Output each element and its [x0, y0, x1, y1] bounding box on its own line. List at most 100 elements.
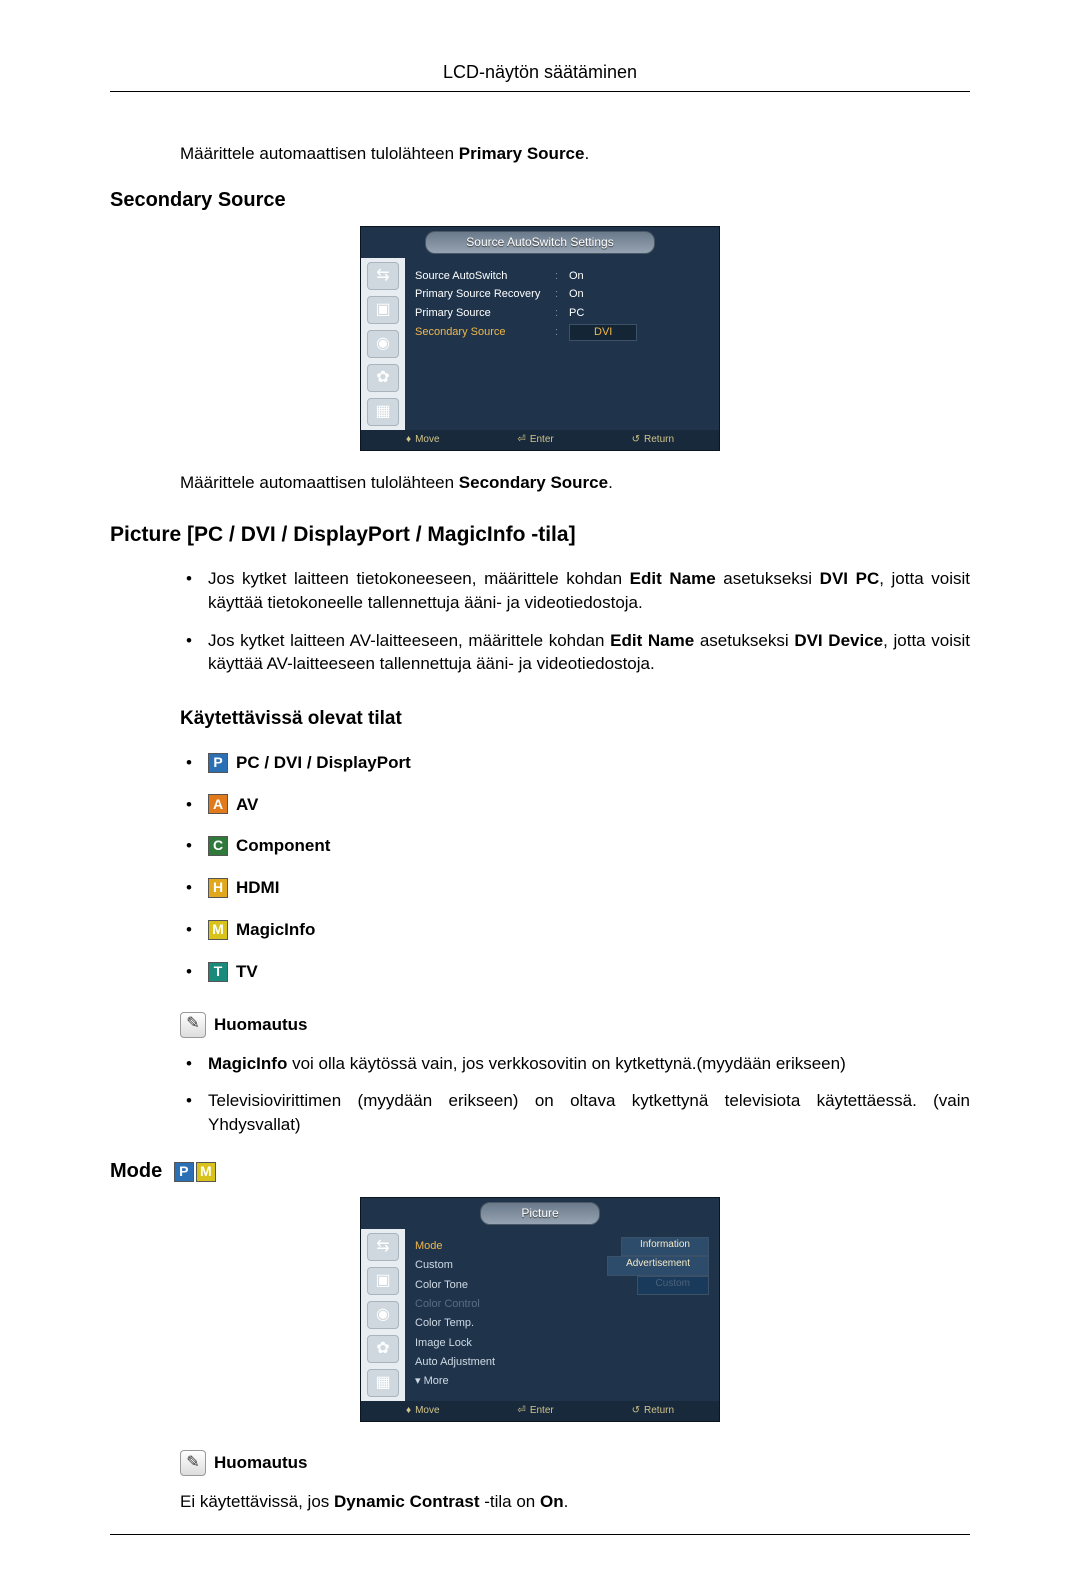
footer-enter: ⏎ Enter	[517, 433, 553, 447]
mode-label: PC / DVI / DisplayPort	[236, 751, 411, 775]
t: Dynamic Contrast	[334, 1492, 479, 1511]
footer-move: ♦ Move	[406, 1404, 440, 1418]
mode-label: MagicInfo	[236, 918, 315, 942]
osd-menu-row: Image Lock	[415, 1334, 709, 1353]
osd-footer: ♦ Move ⏎ Enter ↺ Return	[361, 1401, 719, 1421]
mode-label: HDMI	[236, 876, 279, 900]
osd-menu-row: Auto Adjustment	[415, 1353, 709, 1372]
t: Ei käytettävissä, jos	[180, 1492, 334, 1511]
ss-body-suffix: .	[608, 473, 613, 492]
osd-label: Secondary Source	[415, 325, 555, 340]
mode-item: H HDMI	[180, 876, 970, 900]
mode-icon-p: P	[174, 1162, 194, 1182]
sidebar-icon-setup: ✿	[367, 1335, 399, 1363]
note-item: Televisiovirittimen (myydään erikseen) o…	[180, 1089, 970, 1137]
t: -tila on	[480, 1492, 540, 1511]
osd-menu-label: Custom	[415, 1258, 453, 1273]
footer-enter-label: Enter	[530, 1404, 554, 1418]
sidebar-icon-multi: ▦	[367, 1369, 399, 1397]
footer-return: ↺ Return	[632, 433, 674, 447]
ss-body-bold: Secondary Source	[459, 473, 608, 492]
osd-menu-row: ▾ More	[415, 1372, 709, 1391]
mode-icon-c: C	[208, 836, 228, 856]
osd-menu-label: Color Temp.	[415, 1316, 474, 1331]
osd-menu-label: ▾ More	[415, 1374, 449, 1389]
t: DVI Device	[794, 631, 883, 650]
osd-label: Source AutoSwitch	[415, 269, 555, 284]
osd-title-bar: Source AutoSwitch Settings	[361, 227, 719, 258]
osd-picture-screenshot: Picture ⇆ ▣ ◉ ✿ ▦ ModeInformationCustomA…	[110, 1197, 970, 1422]
sidebar-icon-sound: ◉	[367, 330, 399, 358]
t: asetukseksi	[694, 631, 794, 650]
t: DVI PC	[820, 569, 880, 588]
footer-move-label: Move	[415, 1404, 439, 1418]
mode-heading: Mode PM	[110, 1157, 970, 1185]
mode-icon-t: T	[208, 962, 228, 982]
note-row: ✎ Huomautus	[180, 1012, 970, 1038]
osd-value: DVI	[569, 324, 709, 341]
picture-heading: Picture [PC / DVI / DisplayPort / MagicI…	[110, 520, 970, 549]
mode-heading-text: Mode	[110, 1160, 162, 1182]
footer-enter-label: Enter	[530, 433, 554, 447]
mode-icon-h: H	[208, 878, 228, 898]
sidebar-icon-multi: ▦	[367, 398, 399, 426]
osd-content: ModeInformationCustomAdvertisementColor …	[405, 1229, 719, 1401]
footer-return-label: Return	[644, 1404, 674, 1418]
top-rule	[110, 91, 970, 92]
intro-bold: Primary Source	[459, 144, 585, 163]
note-label: Huomautus	[214, 1013, 308, 1037]
osd-panel: Source AutoSwitch Settings ⇆ ▣ ◉ ✿ ▦ Sou…	[360, 226, 720, 451]
osd-menu-row: Custom Advertisement	[415, 1256, 709, 1275]
osd-panel: Picture ⇆ ▣ ◉ ✿ ▦ ModeInformationCustomA…	[360, 1197, 720, 1422]
mode-label: TV	[236, 960, 258, 984]
osd-row: Primary Source Recovery : On	[415, 287, 709, 302]
picture-bullets: Jos kytket laitteen tietokoneeseen, määr…	[180, 567, 970, 676]
mode-label: Component	[236, 834, 330, 858]
osd-row-selected: Secondary Source : DVI	[415, 324, 709, 341]
secondary-source-body: Määrittele automaattisen tulolähteen Sec…	[180, 471, 970, 495]
osd-title-bar: Picture	[361, 1198, 719, 1229]
osd-menu-value: Advertisement	[607, 1256, 709, 1275]
ss-body-prefix: Määrittele automaattisen tulolähteen	[180, 473, 459, 492]
osd-sep: :	[555, 325, 569, 340]
osd-sidebar: ⇆ ▣ ◉ ✿ ▦	[361, 1229, 405, 1401]
osd-menu-value: Custom	[637, 1276, 709, 1295]
t: Edit Name	[630, 569, 716, 588]
sidebar-icon-picture: ▣	[367, 296, 399, 324]
osd-title: Picture	[480, 1202, 599, 1225]
osd-sep: :	[555, 287, 569, 302]
footer-return-label: Return	[644, 433, 674, 447]
sidebar-icon-input: ⇆	[367, 1233, 399, 1261]
note-row: ✎ Huomautus	[180, 1450, 970, 1476]
mode-item: AAV	[180, 793, 970, 817]
note-icon: ✎	[180, 1450, 206, 1476]
t: Televisiovirittimen (myydään erikseen) o…	[208, 1091, 970, 1134]
t: Jos kytket laitteen AV-laitteeseen, määr…	[208, 631, 610, 650]
intro-prefix: Määrittele automaattisen tulolähteen	[180, 144, 459, 163]
t: Edit Name	[610, 631, 694, 650]
mode-icon-p: P	[208, 753, 228, 773]
note-icon: ✎	[180, 1012, 206, 1038]
intro-text: Määrittele automaattisen tulolähteen Pri…	[180, 142, 970, 166]
osd-value: On	[569, 269, 709, 284]
osd-menu-label: Mode	[415, 1239, 443, 1254]
osd-row: Primary Source : PC	[415, 306, 709, 321]
t: Jos kytket laitteen tietokoneeseen, määr…	[208, 569, 630, 588]
osd-menu-row: Color Tone Custom	[415, 1276, 709, 1295]
osd-menu-label: Color Tone	[415, 1278, 468, 1293]
mode-list: P PC / DVI / DisplayPort AAV C Component H HDM…	[180, 751, 970, 984]
osd-footer: ♦ Move ⏎ Enter ↺ Return	[361, 430, 719, 450]
t: voi olla käytössä vain, jos verkkosoviti…	[287, 1054, 845, 1073]
osd-value: On	[569, 287, 709, 302]
osd-value-box: DVI	[569, 324, 637, 341]
t: .	[564, 1492, 569, 1511]
mode-item: M MagicInfo	[180, 918, 970, 942]
available-modes-heading: Käytettävissä olevat tilat	[180, 706, 970, 733]
osd-row: Source AutoSwitch : On	[415, 269, 709, 284]
osd-menu-value: Information	[621, 1237, 709, 1256]
mode-icon-m: M	[208, 920, 228, 940]
osd-menu-row: Color Temp.	[415, 1314, 709, 1333]
picture-bullet: Jos kytket laitteen tietokoneeseen, määr…	[180, 567, 970, 615]
sidebar-icon-sound: ◉	[367, 1301, 399, 1329]
footer-move: ♦ Move	[406, 433, 440, 447]
